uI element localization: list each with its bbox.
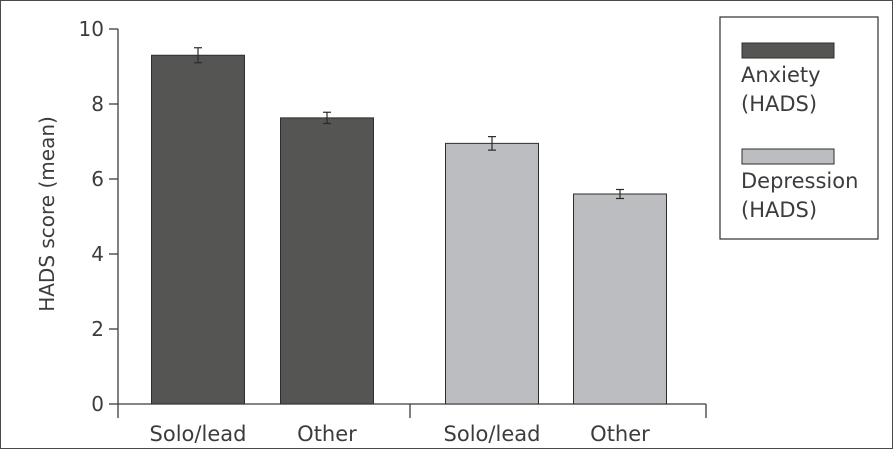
y-tick-label-2: 2 bbox=[91, 317, 104, 341]
error-bar-1 bbox=[323, 111, 331, 125]
x-category-label-2: Solo/lead bbox=[444, 422, 541, 446]
legend: Anxiety (HADS) Depression (HADS) bbox=[719, 16, 879, 240]
error-bar-3 bbox=[616, 188, 624, 200]
legend-label-anxiety-line-0: Anxiety bbox=[741, 63, 821, 87]
y-tick-label-6: 6 bbox=[91, 167, 104, 191]
y-tick-label-8: 8 bbox=[91, 92, 104, 116]
legend-label-anxiety-line-1: (HADS) bbox=[741, 92, 817, 116]
legend-swatch-depression bbox=[741, 148, 835, 165]
y-tick-label-0: 0 bbox=[91, 392, 104, 416]
legend-label-depression-line-1: (HADS) bbox=[741, 198, 817, 222]
y-axis-label: HADS score (mean) bbox=[35, 116, 59, 312]
y-tick-label-10: 10 bbox=[79, 17, 104, 41]
bar-anxiety-other bbox=[280, 117, 374, 405]
x-category-label-0: Solo/lead bbox=[150, 422, 247, 446]
x-category-label-3: Other bbox=[590, 422, 650, 446]
bar-anxiety-solo-lead bbox=[151, 54, 245, 405]
x-category-label-1: Other bbox=[297, 422, 357, 446]
bars bbox=[151, 47, 667, 405]
y-tick-label-4: 4 bbox=[91, 242, 104, 266]
error-bar-2 bbox=[488, 136, 496, 151]
bar-depression-other bbox=[573, 193, 667, 405]
axes: 0 2 4 6 8 10 Solo/lead Other Solo/lead Other bbox=[79, 17, 707, 446]
error-bar-0 bbox=[194, 47, 202, 64]
legend-swatch-anxiety bbox=[741, 42, 835, 59]
legend-label-depression-line-0: Depression bbox=[741, 169, 858, 193]
bar-depression-solo-lead bbox=[445, 142, 539, 405]
